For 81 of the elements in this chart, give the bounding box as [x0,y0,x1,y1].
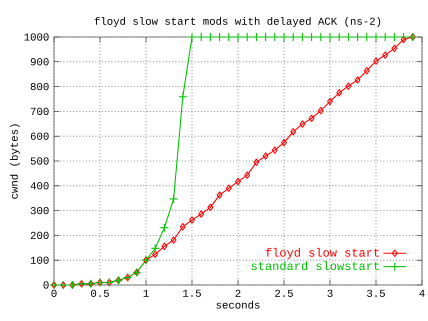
point [308,114,315,122]
point [206,32,215,42]
point [242,32,252,42]
x-tick-label: 0 [51,290,57,297]
point [198,210,204,218]
point [261,32,270,42]
y-tick-label: 500 [30,157,49,165]
point [150,244,160,253]
point [382,51,388,59]
point [279,32,289,42]
y-axis-title: cwnd (bytes) [10,124,20,199]
point [400,36,407,44]
legend-label: floyd slow start [266,248,379,260]
point [270,32,280,42]
point [298,32,307,42]
point [373,57,379,65]
point [161,242,168,250]
point [196,32,206,42]
point [327,98,333,106]
point [272,146,278,154]
point [354,76,361,84]
chart-title: floyd slow start mods with delayed ACK (ns-2) [94,17,380,27]
y-tick-label: 600 [30,132,49,140]
point [391,44,398,52]
point [253,158,260,166]
point [235,178,241,186]
point [187,32,197,42]
point [299,120,306,128]
point [244,171,250,179]
point [364,66,370,74]
point [180,222,186,230]
point [307,32,316,42]
point [371,32,381,42]
point [390,32,399,42]
point [288,32,298,42]
point [362,32,372,42]
point [380,32,390,42]
point [169,194,178,204]
x-tick-label: 2.5 [275,290,293,297]
point [226,184,232,192]
point [353,32,362,42]
point [215,32,224,42]
legend-label: standard slowstart [252,261,379,270]
point [252,32,261,42]
y-tick-label: 1000 [24,33,49,41]
x-tick-label: 4 [419,290,425,297]
point [345,82,352,90]
point [189,216,195,224]
point [178,92,188,102]
point [281,138,287,146]
y-tick-label: 400 [30,182,49,190]
x-tick-label: 3 [327,290,333,297]
y-tick-label: 100 [30,256,49,264]
point [399,32,408,42]
x-axis-title: seconds [216,300,260,309]
x-tick-label: 3.5 [367,290,385,297]
point [334,32,344,42]
y-tick-label: 0 [44,281,49,289]
point [207,204,214,212]
y-tick-label: 300 [30,206,49,214]
point [316,32,326,42]
point [170,236,177,244]
x-tick-label: 0.5 [91,290,109,297]
x-tick-label: 2 [236,290,240,297]
point [344,32,353,42]
y-tick-label: 700 [30,108,49,116]
point [216,191,223,199]
x-tick-label: 1 [144,290,149,297]
point [325,32,335,42]
x-tick-label: 1.5 [183,290,201,297]
point [336,89,342,97]
point [233,32,243,42]
point [318,106,324,114]
point [290,128,296,136]
y-tick-label: 900 [30,58,49,66]
y-tick-label: 200 [30,232,49,240]
point [152,250,158,258]
y-tick-label: 800 [30,82,49,90]
point [262,152,269,160]
point [224,32,234,42]
point [160,223,169,232]
